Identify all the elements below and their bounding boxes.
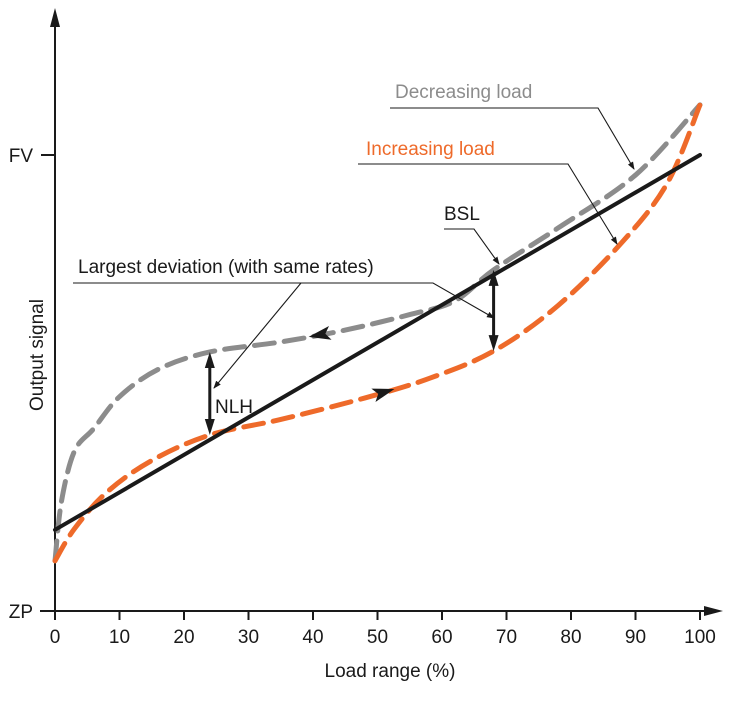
- x-tick-label: 0: [50, 627, 61, 648]
- leader-line: [444, 228, 500, 265]
- arrow-down-icon: [204, 418, 215, 435]
- direction-arrow-icon: [371, 388, 395, 403]
- x-tick-label: 10: [109, 627, 130, 648]
- axes: [40, 8, 723, 616]
- leader-line: [390, 107, 635, 170]
- y-ticks: ZP FV: [9, 146, 55, 623]
- deviation-double-arrow: [488, 269, 499, 352]
- y-tick-label: ZP: [9, 602, 33, 623]
- x-axis-arrow-icon: [704, 606, 723, 616]
- annotation-label-nlh: NLH: [215, 397, 253, 418]
- series-layer: [52, 102, 703, 564]
- x-tick-label: 100: [684, 627, 716, 648]
- x-tick-label: 90: [625, 627, 646, 648]
- annotation-label-bsl: BSL: [444, 204, 480, 225]
- y-axis-arrow-icon: [50, 8, 60, 27]
- x-tick-label: 20: [173, 627, 194, 648]
- y-tick-label: FV: [9, 146, 34, 167]
- x-tick-label: 30: [238, 627, 259, 648]
- annotation-label-increasing-load: Increasing load: [366, 139, 495, 160]
- annotation-label-decreasing-load: Decreasing load: [395, 82, 532, 103]
- x-tick-label: 80: [560, 627, 581, 648]
- arrow-up-icon: [204, 351, 215, 368]
- direction-arrow-icon: [308, 325, 332, 340]
- arrow-up-icon: [488, 269, 499, 286]
- x-ticks: 0 10 20 30 40 50 60 70 80 90 100: [50, 611, 716, 648]
- x-tick-label: 60: [431, 627, 452, 648]
- arrow-down-icon: [488, 335, 499, 352]
- annotations-layer: Decreasing load Increasing load BSL Largest…: [73, 82, 635, 435]
- x-axis-label: Load range (%): [325, 661, 456, 682]
- annotation-label-largest-deviation-with-same-rates: Largest deviation (with same rates): [78, 257, 374, 278]
- leader-line: [358, 163, 618, 245]
- y-axis-label: Output signal: [27, 299, 48, 411]
- x-tick-label: 50: [367, 627, 388, 648]
- series-line-increasing-load: [52, 102, 703, 564]
- leader-line: [73, 282, 495, 319]
- leader-line: [213, 282, 302, 389]
- series-line-decreasing-load: [52, 102, 703, 564]
- series-line-bsl: [53, 153, 702, 532]
- x-tick-label: 40: [302, 627, 323, 648]
- deviation-double-arrow: [204, 351, 215, 435]
- x-tick-label: 70: [496, 627, 517, 648]
